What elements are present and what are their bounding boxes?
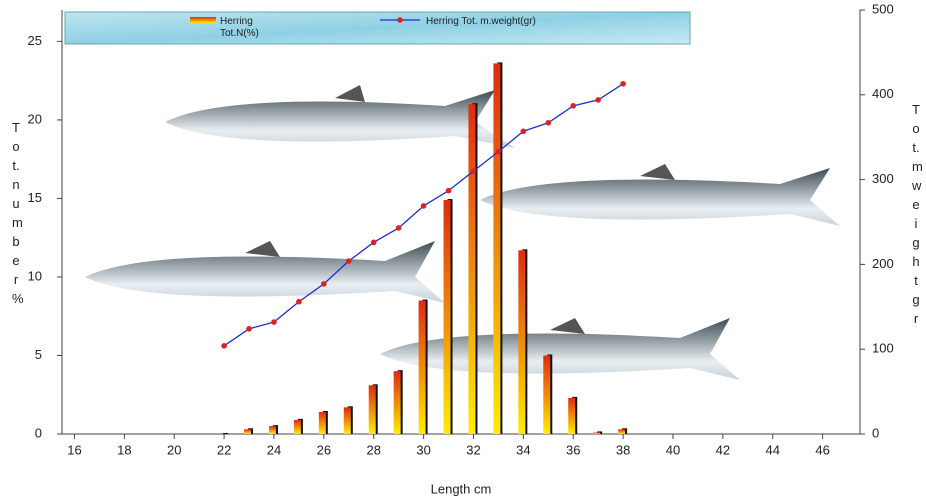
- x-tick-label: 16: [67, 442, 81, 457]
- y-tick-label: 20: [28, 111, 42, 126]
- x-tick-label: 30: [416, 442, 430, 457]
- legend-label: Herring Tot.N(%): [220, 16, 259, 39]
- point: [570, 103, 577, 109]
- point: [595, 97, 601, 103]
- point: [345, 258, 352, 264]
- x-tick-label: 34: [516, 442, 530, 457]
- x-tick-label: 42: [716, 442, 730, 457]
- legend-label: Herring Tot. m.weight(gr): [426, 16, 536, 27]
- bar: [518, 250, 526, 434]
- bar: [543, 355, 551, 434]
- y2-tick-label: 100: [872, 341, 894, 356]
- point: [520, 128, 527, 135]
- point: [221, 343, 227, 349]
- bar: [418, 300, 426, 434]
- bar: [568, 397, 576, 434]
- bar: [593, 432, 601, 434]
- x-tick-label: 22: [217, 442, 231, 457]
- x-tick-label: 32: [466, 442, 480, 457]
- bar: [268, 426, 276, 434]
- bar-shadow: [223, 433, 229, 434]
- point: [545, 119, 552, 126]
- y-tick-label: 15: [28, 190, 42, 205]
- x-tick-label: 36: [566, 442, 580, 457]
- bar: [343, 407, 351, 434]
- fish-decoration: [85, 85, 840, 380]
- y2-tick-label: 500: [872, 1, 894, 16]
- bar: [618, 429, 626, 434]
- y-tick-label: 0: [35, 425, 42, 440]
- point: [395, 225, 402, 231]
- legend-swatch: [397, 17, 403, 23]
- point: [246, 326, 252, 332]
- y-tick-label: 25: [28, 33, 42, 48]
- y2-tick-label: 300: [872, 171, 894, 186]
- point: [321, 281, 327, 287]
- y-tick-label: 5: [35, 347, 42, 362]
- legend-swatch: [190, 17, 216, 23]
- bar: [293, 419, 301, 434]
- x-axis-label: Length cm: [431, 481, 492, 496]
- y2-tick-label: 400: [872, 86, 894, 101]
- x-tick-label: 40: [666, 442, 680, 457]
- bar: [368, 385, 376, 434]
- point: [470, 168, 477, 174]
- x-tick-label: 28: [366, 442, 380, 457]
- x-tick-label: 24: [267, 442, 281, 457]
- x-tick-label: 44: [765, 442, 779, 457]
- point: [370, 239, 377, 246]
- point: [420, 203, 427, 209]
- x-tick-label: 46: [815, 442, 829, 457]
- x-tick-label: 26: [317, 442, 331, 457]
- y2-axis-label: Tot.mweight gr: [912, 102, 923, 326]
- point: [445, 187, 452, 194]
- point: [271, 319, 277, 325]
- bar: [468, 104, 476, 434]
- point: [495, 148, 502, 155]
- x-tick-label: 18: [117, 442, 131, 457]
- y2-tick-label: 0: [872, 425, 879, 440]
- y2-tick-label: 200: [872, 256, 894, 271]
- bar: [493, 63, 501, 435]
- y-axis-label: Tot.number %: [12, 120, 24, 306]
- x-tick-label: 38: [616, 442, 630, 457]
- bar: [443, 200, 451, 434]
- point: [296, 298, 302, 305]
- bar: [318, 412, 326, 434]
- y-tick-label: 10: [28, 268, 42, 283]
- bar: [393, 371, 401, 434]
- bar: [244, 429, 252, 434]
- point: [620, 80, 626, 87]
- x-tick-label: 20: [167, 442, 181, 457]
- legend-box: [64, 11, 691, 45]
